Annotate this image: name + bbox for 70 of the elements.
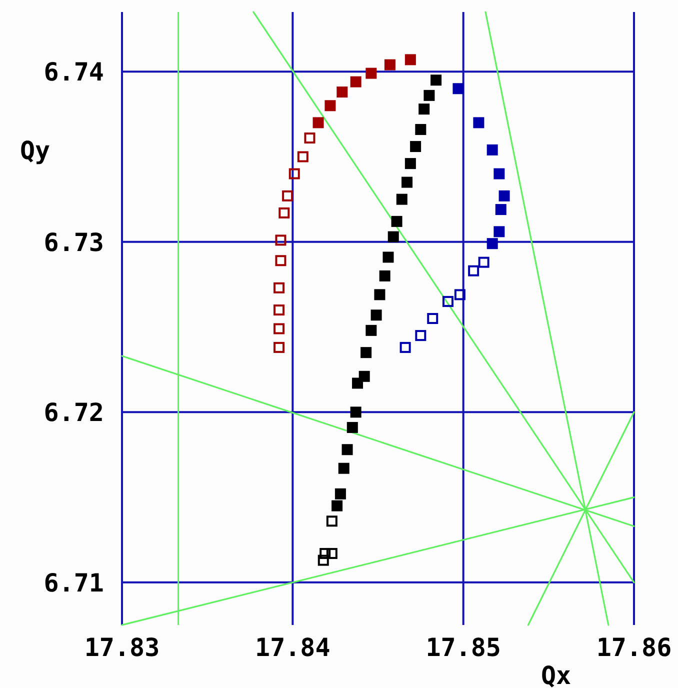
point xyxy=(312,117,324,128)
point xyxy=(404,158,416,170)
point xyxy=(332,500,343,512)
point xyxy=(410,141,422,152)
point xyxy=(391,216,402,227)
point xyxy=(275,234,286,246)
x-tick-label: 17.83 xyxy=(84,633,160,662)
point xyxy=(320,548,331,559)
point xyxy=(374,289,386,300)
point xyxy=(338,462,350,474)
point xyxy=(346,422,358,433)
y-tick-label: 6.71 xyxy=(44,568,104,598)
point xyxy=(297,151,308,162)
point xyxy=(350,406,362,418)
y-tick-label: 6.74 xyxy=(44,58,104,87)
point xyxy=(430,74,442,86)
point xyxy=(350,76,362,88)
x-tick-label: 17.86 xyxy=(596,633,672,662)
point xyxy=(370,310,382,321)
point xyxy=(404,54,416,66)
point xyxy=(415,124,426,135)
point xyxy=(498,190,510,202)
point xyxy=(384,59,396,70)
point xyxy=(388,231,399,242)
point xyxy=(495,204,506,216)
point xyxy=(318,554,329,566)
y-axis-title: Qy xyxy=(20,136,50,165)
y-tick-label: 6.72 xyxy=(44,398,104,428)
point xyxy=(396,194,408,205)
point xyxy=(424,90,435,101)
point xyxy=(275,255,286,266)
point xyxy=(288,168,300,180)
point xyxy=(326,516,338,527)
point xyxy=(274,304,285,316)
point xyxy=(274,342,285,353)
point xyxy=(418,104,430,115)
point xyxy=(336,86,348,98)
point xyxy=(334,488,346,500)
y-tick-label: 6.73 xyxy=(44,228,104,257)
point xyxy=(366,324,377,336)
point xyxy=(402,176,413,188)
point xyxy=(452,83,464,94)
point xyxy=(304,132,316,144)
point xyxy=(278,207,290,218)
point xyxy=(478,256,490,268)
point xyxy=(494,168,505,180)
point xyxy=(342,444,353,456)
point xyxy=(473,117,484,128)
point xyxy=(379,270,390,282)
point xyxy=(442,296,454,307)
point xyxy=(468,265,480,276)
point xyxy=(486,144,498,156)
point xyxy=(382,252,394,263)
point xyxy=(326,548,338,559)
point xyxy=(400,342,411,353)
point xyxy=(415,330,426,342)
point xyxy=(486,238,498,250)
point xyxy=(366,68,377,79)
point xyxy=(274,282,285,294)
point xyxy=(274,323,285,334)
x-tick-label: 17.85 xyxy=(426,633,501,662)
point xyxy=(324,100,336,112)
point xyxy=(454,289,466,300)
point xyxy=(282,190,294,202)
x-axis-title: Qx xyxy=(541,661,572,688)
point xyxy=(358,370,370,382)
x-tick-label: 17.84 xyxy=(255,633,330,662)
point xyxy=(494,226,505,238)
point xyxy=(360,347,372,358)
point xyxy=(427,313,438,324)
